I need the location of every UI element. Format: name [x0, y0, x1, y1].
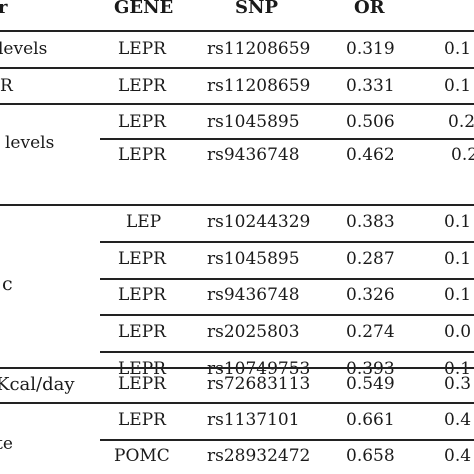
table-row: te POMC rs28932472 0.658 0.4: [0, 436, 474, 474]
row-divider: [0, 367, 474, 369]
table-row: levels LEPR rs1045895 0.506 0.2: [0, 104, 474, 171]
snp-cell: rs11208659: [207, 39, 311, 59]
row-divider: [100, 278, 474, 280]
gene-cell: LEPR: [118, 112, 166, 132]
or-cell: 0.658: [346, 446, 395, 466]
header-snp: SNP: [235, 0, 278, 18]
ci-cell: 0.1: [444, 76, 472, 96]
snp-cell: rs28932472: [207, 446, 311, 466]
ci-cell: 0.1: [444, 249, 472, 269]
snp-cell: rs9436748: [207, 285, 300, 305]
header-gene: GENE: [114, 0, 174, 18]
table-row: levels LEPR rs11208659 0.319 0.1: [0, 31, 474, 67]
trait-cell: c: [2, 273, 13, 295]
or-cell: 0.549: [346, 374, 395, 394]
snp-cell: rs1137101: [207, 410, 300, 430]
gene-cell: LEPR: [118, 145, 166, 165]
table-row: LEPR rs9436748 0.462 0.2: [0, 139, 474, 171]
or-cell: 0.393: [346, 359, 395, 379]
row-divider: [0, 204, 474, 206]
gene-cell: LEPR: [118, 249, 166, 269]
snp-cell: rs1045895: [207, 112, 300, 132]
snp-cell: rs10749753: [207, 359, 311, 379]
header-rule: [0, 30, 474, 32]
table-row: LEPR rs1045895 0.287 0.1: [0, 242, 474, 278]
or-cell: 0.661: [346, 410, 395, 430]
row-divider: [100, 138, 474, 140]
row-divider: [0, 67, 474, 69]
or-cell: 0.274: [346, 322, 395, 342]
gene-cell: LEPR: [118, 39, 166, 59]
or-cell: 0.287: [346, 249, 395, 269]
ci-cell: 0.4: [444, 410, 472, 430]
ci-cell: 0.1: [444, 285, 472, 305]
gene-cell: POMC: [114, 446, 170, 466]
gene-cell: LEP: [126, 212, 162, 232]
snp-cell: rs2025803: [207, 322, 300, 342]
or-cell: 0.462: [346, 145, 395, 165]
or-cell: 0.383: [346, 212, 395, 232]
ci-cell: 0.4: [444, 446, 472, 466]
gene-cell: LEPR: [118, 285, 166, 305]
or-cell: 0.326: [346, 285, 395, 305]
trait-cell: R: [0, 76, 13, 96]
row-divider: [100, 439, 474, 441]
snp-cell: rs72683113: [207, 374, 311, 394]
ci-cell: 0.1: [444, 39, 472, 59]
ci-cell: 0.1: [444, 359, 472, 379]
row-divider: [0, 103, 474, 105]
row-divider: [100, 314, 474, 316]
table-row: R LEPR rs11208659 0.331 0.1: [0, 68, 474, 103]
or-cell: 0.506: [346, 112, 395, 132]
trait-cell: te: [0, 434, 13, 454]
row-divider: [0, 402, 474, 404]
gene-cell: LEPR: [118, 76, 166, 96]
or-cell: 0.319: [346, 39, 395, 59]
gene-cell: LEPR: [118, 322, 166, 342]
gene-cell: LEPR: [118, 410, 166, 430]
trait-cell: levels: [5, 133, 55, 153]
or-cell: 0.331: [346, 76, 395, 96]
row-divider: [100, 351, 474, 353]
ci-cell: 0.2: [448, 112, 474, 132]
table-row: LEPR rs1137101 0.661 0.4: [0, 403, 474, 439]
snp-cell: rs11208659: [207, 76, 311, 96]
ci-cell: 0.3: [444, 374, 472, 394]
header-row: r GENE SNP OR: [0, 0, 474, 30]
table-row: Kcal/day LEPR rs72683113 0.549 0.3: [0, 368, 474, 402]
trait-cell: Kcal/day: [0, 374, 75, 395]
table-row: c LEPR rs9436748 0.326 0.1: [0, 275, 474, 315]
trait-cell: levels: [0, 39, 48, 59]
ci-cell: 0.2: [451, 145, 474, 165]
header-trait: r: [0, 0, 8, 18]
gene-cell: LEPR: [118, 359, 166, 379]
table-row: LEP rs10244329 0.383 0.1: [0, 205, 474, 241]
row-divider: [100, 241, 474, 243]
ci-cell: 0.1: [444, 212, 472, 232]
gene-cell: LEPR: [118, 374, 166, 394]
snp-cell: rs1045895: [207, 249, 300, 269]
header-or: OR: [354, 0, 385, 18]
table-row: LEPR rs2025803 0.274 0.0: [0, 315, 474, 351]
table-row: LEPR rs10749753 0.393 0.1: [0, 352, 474, 388]
snp-cell: rs10244329: [207, 212, 311, 232]
ci-cell: 0.0: [444, 322, 472, 342]
snp-cell: rs9436748: [207, 145, 300, 165]
